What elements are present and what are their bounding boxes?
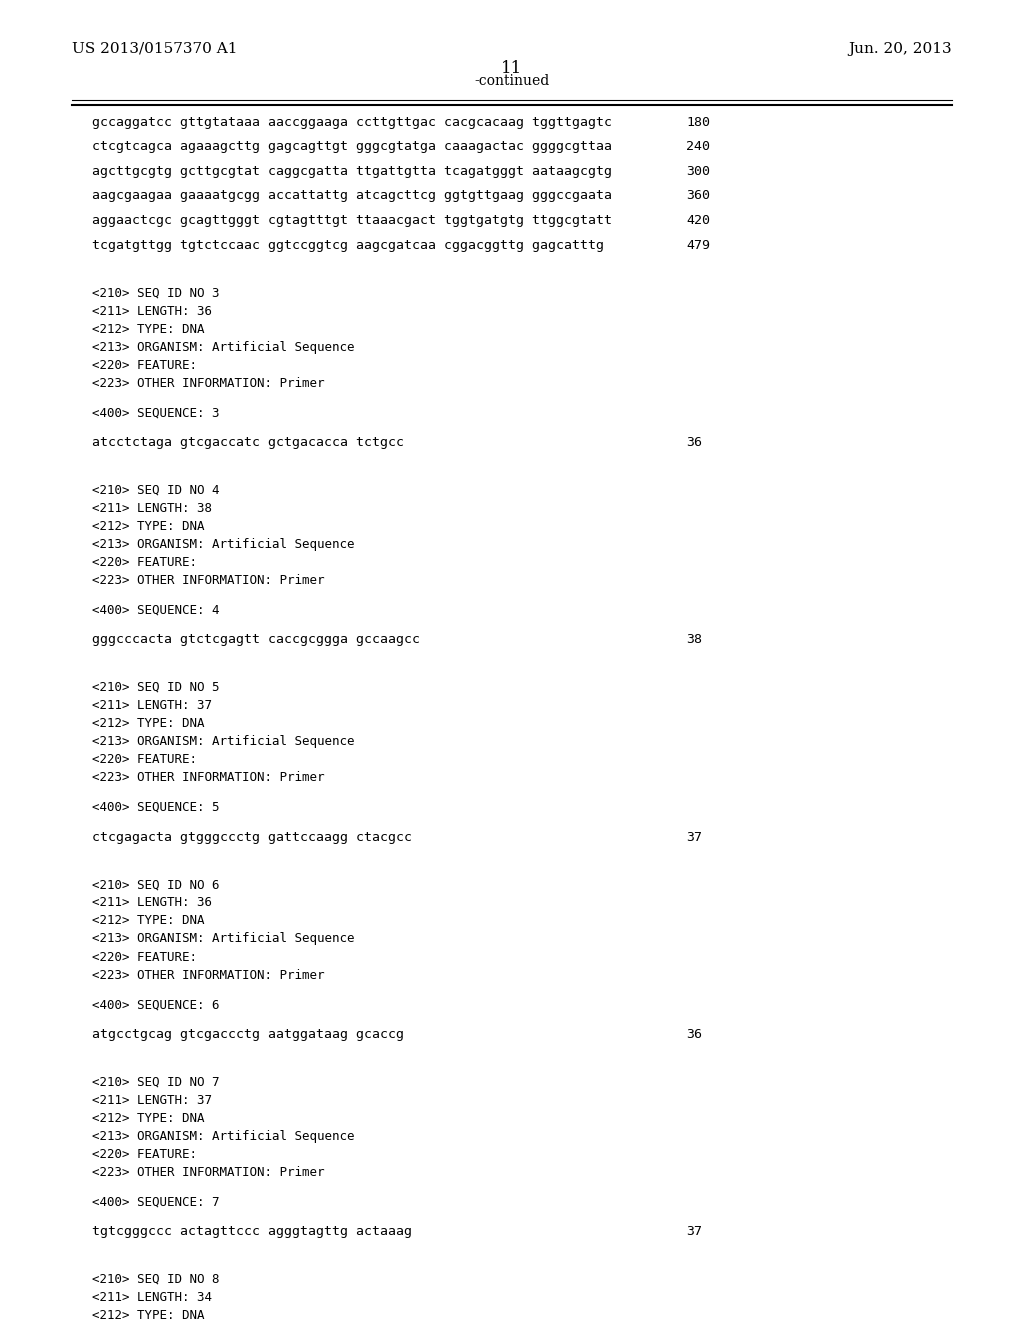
Text: <211> LENGTH: 37: <211> LENGTH: 37 xyxy=(92,1093,212,1106)
Text: <400> SEQUENCE: 3: <400> SEQUENCE: 3 xyxy=(92,407,220,420)
Text: <211> LENGTH: 37: <211> LENGTH: 37 xyxy=(92,700,212,711)
Text: Jun. 20, 2013: Jun. 20, 2013 xyxy=(849,42,952,55)
Text: tcgatgttgg tgtctccaac ggtccggtcg aagcgatcaa cggacggttg gagcatttg: tcgatgttgg tgtctccaac ggtccggtcg aagcgat… xyxy=(92,239,604,252)
Text: <212> TYPE: DNA: <212> TYPE: DNA xyxy=(92,322,205,335)
Text: <213> ORGANISM: Artificial Sequence: <213> ORGANISM: Artificial Sequence xyxy=(92,735,354,748)
Text: 36: 36 xyxy=(686,1028,702,1040)
Text: <211> LENGTH: 36: <211> LENGTH: 36 xyxy=(92,896,212,909)
Text: <211> LENGTH: 36: <211> LENGTH: 36 xyxy=(92,305,212,318)
Text: <220> FEATURE:: <220> FEATURE: xyxy=(92,754,198,767)
Text: ctcgtcagca agaaagcttg gagcagttgt gggcgtatga caaagactac ggggcgttaa: ctcgtcagca agaaagcttg gagcagttgt gggcgta… xyxy=(92,140,612,153)
Text: <212> TYPE: DNA: <212> TYPE: DNA xyxy=(92,717,205,730)
Text: <213> ORGANISM: Artificial Sequence: <213> ORGANISM: Artificial Sequence xyxy=(92,341,354,354)
Text: <400> SEQUENCE: 5: <400> SEQUENCE: 5 xyxy=(92,801,220,814)
Text: -continued: -continued xyxy=(474,74,550,88)
Text: 360: 360 xyxy=(686,190,710,202)
Text: <223> OTHER INFORMATION: Primer: <223> OTHER INFORMATION: Primer xyxy=(92,969,325,982)
Text: <210> SEQ ID NO 8: <210> SEQ ID NO 8 xyxy=(92,1272,220,1286)
Text: atcctctaga gtcgaccatc gctgacacca tctgcc: atcctctaga gtcgaccatc gctgacacca tctgcc xyxy=(92,436,404,449)
Text: <212> TYPE: DNA: <212> TYPE: DNA xyxy=(92,1111,205,1125)
Text: <400> SEQUENCE: 4: <400> SEQUENCE: 4 xyxy=(92,603,220,616)
Text: tgtcgggccc actagttccc agggtagttg actaaag: tgtcgggccc actagttccc agggtagttg actaaag xyxy=(92,1225,412,1238)
Text: <400> SEQUENCE: 6: <400> SEQUENCE: 6 xyxy=(92,998,220,1011)
Text: <400> SEQUENCE: 7: <400> SEQUENCE: 7 xyxy=(92,1196,220,1208)
Text: <211> LENGTH: 34: <211> LENGTH: 34 xyxy=(92,1291,212,1304)
Text: ctcgagacta gtgggccctg gattccaagg ctacgcc: ctcgagacta gtgggccctg gattccaagg ctacgcc xyxy=(92,830,412,843)
Text: <223> OTHER INFORMATION: Primer: <223> OTHER INFORMATION: Primer xyxy=(92,574,325,587)
Text: <220> FEATURE:: <220> FEATURE: xyxy=(92,556,198,569)
Text: <213> ORGANISM: Artificial Sequence: <213> ORGANISM: Artificial Sequence xyxy=(92,932,354,945)
Text: <210> SEQ ID NO 6: <210> SEQ ID NO 6 xyxy=(92,878,220,891)
Text: 11: 11 xyxy=(502,59,522,77)
Text: <213> ORGANISM: Artificial Sequence: <213> ORGANISM: Artificial Sequence xyxy=(92,1130,354,1143)
Text: 36: 36 xyxy=(686,436,702,449)
Text: <213> ORGANISM: Artificial Sequence: <213> ORGANISM: Artificial Sequence xyxy=(92,539,354,550)
Text: 38: 38 xyxy=(686,634,702,647)
Text: 420: 420 xyxy=(686,214,710,227)
Text: <211> LENGTH: 38: <211> LENGTH: 38 xyxy=(92,502,212,515)
Text: 37: 37 xyxy=(686,830,702,843)
Text: <212> TYPE: DNA: <212> TYPE: DNA xyxy=(92,520,205,533)
Text: 479: 479 xyxy=(686,239,710,252)
Text: <223> OTHER INFORMATION: Primer: <223> OTHER INFORMATION: Primer xyxy=(92,771,325,784)
Text: agcttgcgtg gcttgcgtat caggcgatta ttgattgtta tcagatgggt aataagcgtg: agcttgcgtg gcttgcgtat caggcgatta ttgattg… xyxy=(92,165,612,178)
Text: 240: 240 xyxy=(686,140,710,153)
Text: 37: 37 xyxy=(686,1225,702,1238)
Text: 180: 180 xyxy=(686,116,710,128)
Text: <220> FEATURE:: <220> FEATURE: xyxy=(92,359,198,372)
Text: <220> FEATURE:: <220> FEATURE: xyxy=(92,1148,198,1160)
Text: US 2013/0157370 A1: US 2013/0157370 A1 xyxy=(72,42,238,55)
Text: <212> TYPE: DNA: <212> TYPE: DNA xyxy=(92,1309,205,1320)
Text: aggaactcgc gcagttgggt cgtagtttgt ttaaacgact tggtgatgtg ttggcgtatt: aggaactcgc gcagttgggt cgtagtttgt ttaaacg… xyxy=(92,214,612,227)
Text: <210> SEQ ID NO 3: <210> SEQ ID NO 3 xyxy=(92,286,220,300)
Text: <210> SEQ ID NO 4: <210> SEQ ID NO 4 xyxy=(92,483,220,496)
Text: <223> OTHER INFORMATION: Primer: <223> OTHER INFORMATION: Primer xyxy=(92,378,325,389)
Text: 300: 300 xyxy=(686,165,710,178)
Text: gggcccacta gtctcgagtt caccgcggga gccaagcc: gggcccacta gtctcgagtt caccgcggga gccaagc… xyxy=(92,634,420,647)
Text: <223> OTHER INFORMATION: Primer: <223> OTHER INFORMATION: Primer xyxy=(92,1166,325,1179)
Text: <212> TYPE: DNA: <212> TYPE: DNA xyxy=(92,915,205,928)
Text: <220> FEATURE:: <220> FEATURE: xyxy=(92,950,198,964)
Text: gccaggatcc gttgtataaa aaccggaaga ccttgttgac cacgcacaag tggttgagtc: gccaggatcc gttgtataaa aaccggaaga ccttgtt… xyxy=(92,116,612,128)
Text: atgcctgcag gtcgaccctg aatggataag gcaccg: atgcctgcag gtcgaccctg aatggataag gcaccg xyxy=(92,1028,404,1040)
Text: <210> SEQ ID NO 7: <210> SEQ ID NO 7 xyxy=(92,1076,220,1089)
Text: aagcgaagaa gaaaatgcgg accattattg atcagcttcg ggtgttgaag gggccgaata: aagcgaagaa gaaaatgcgg accattattg atcagct… xyxy=(92,190,612,202)
Text: <210> SEQ ID NO 5: <210> SEQ ID NO 5 xyxy=(92,681,220,694)
